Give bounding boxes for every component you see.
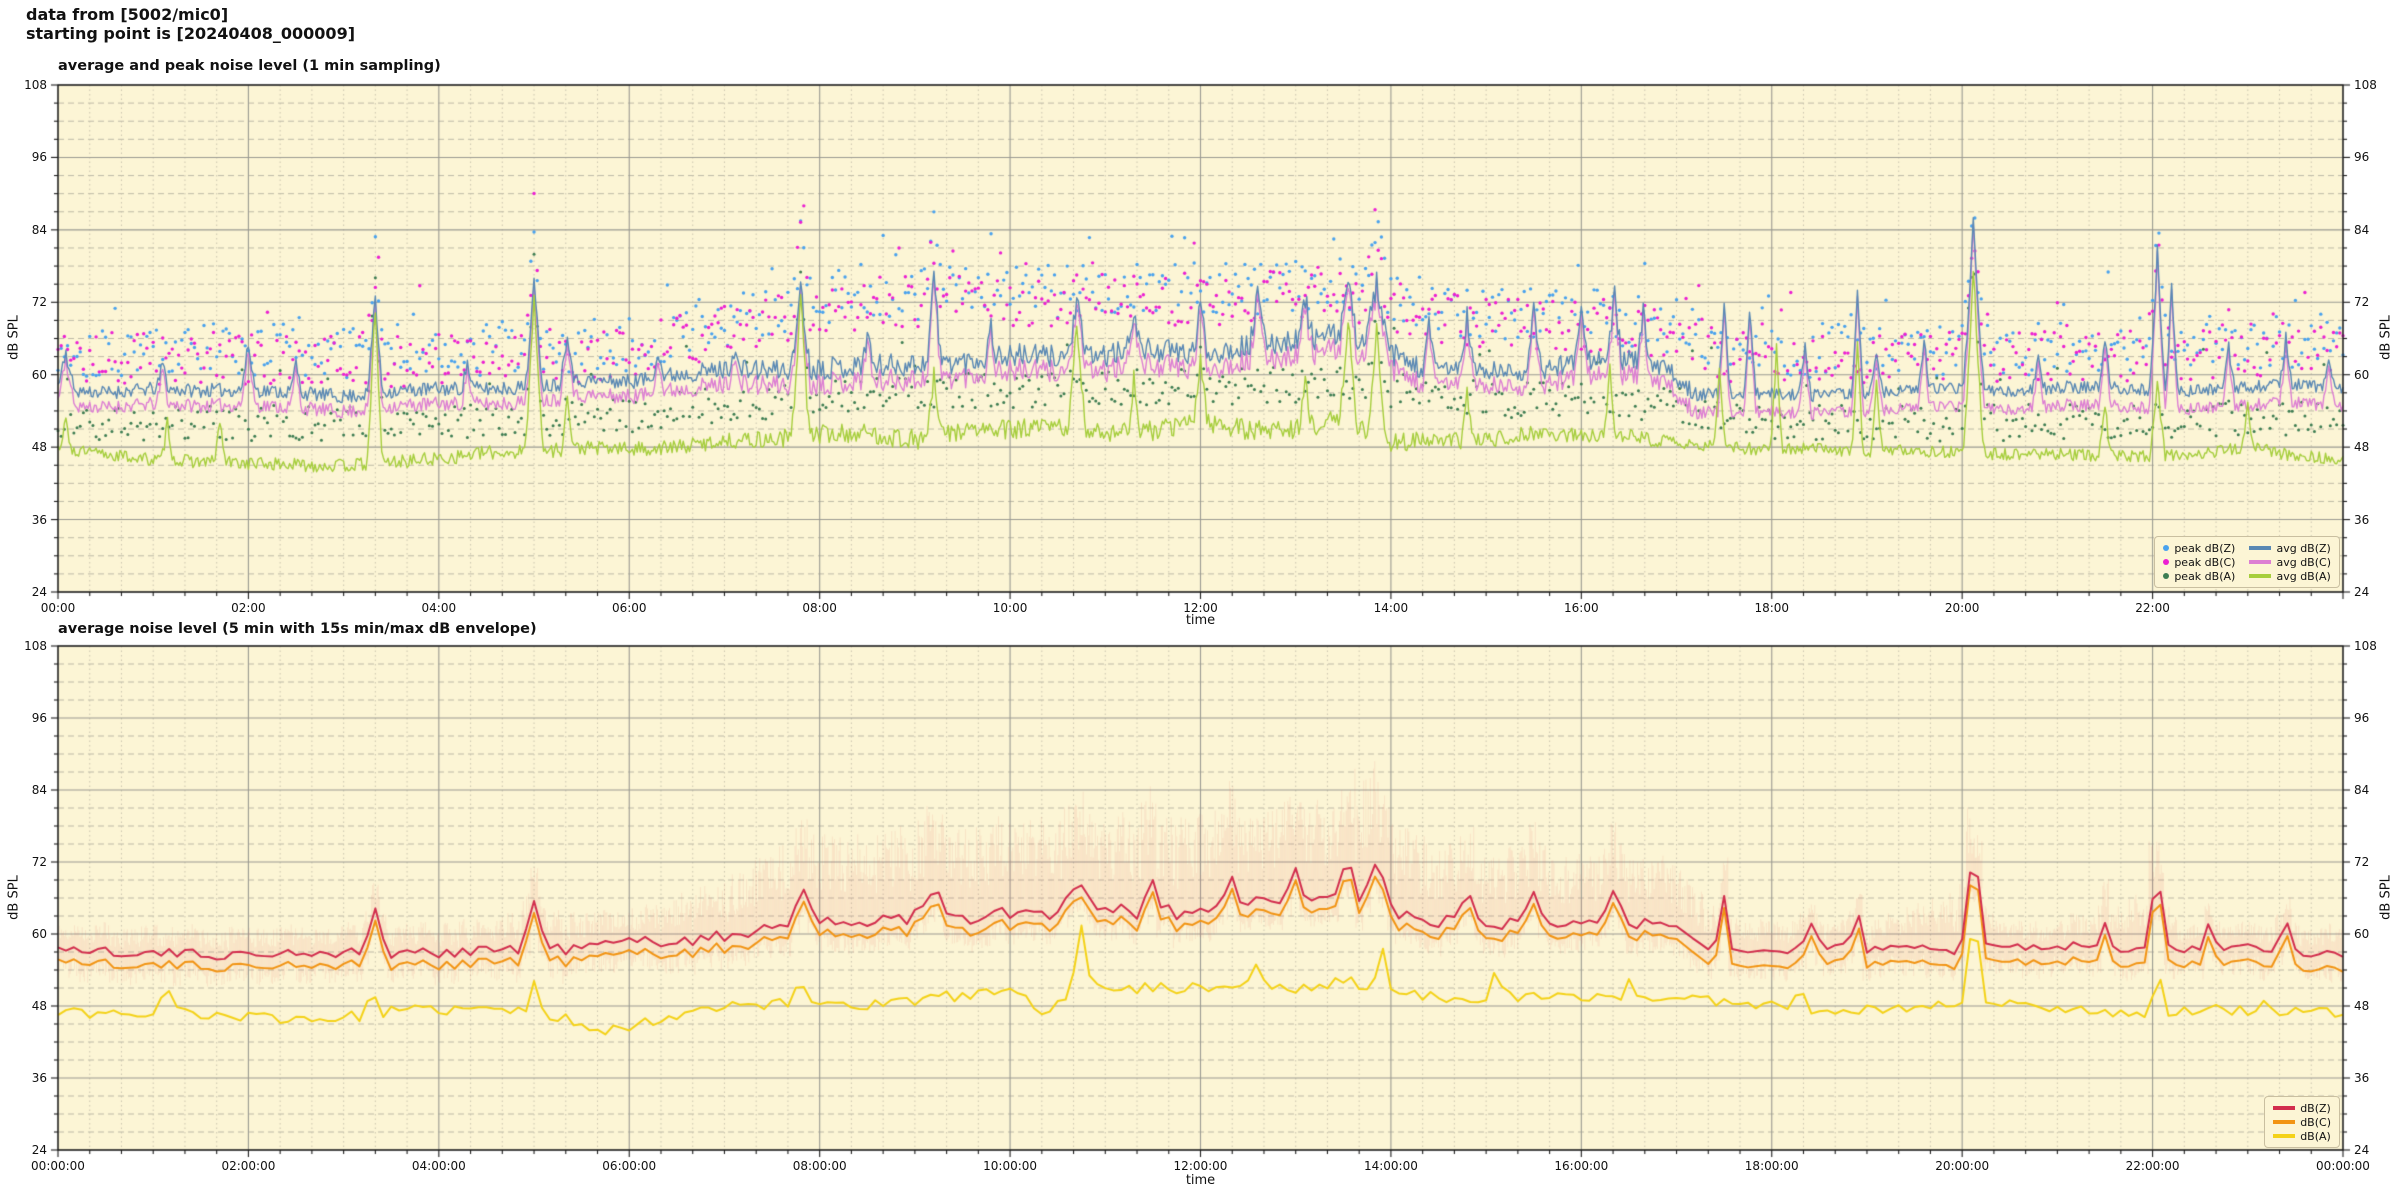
x-tick-label: 18:00:00: [1744, 1159, 1799, 1173]
chart1-x-axis-label: time: [1185, 613, 1216, 628]
y-tick-label-right: 108: [2354, 78, 2377, 92]
y-tick-label-left: 84: [31, 783, 47, 797]
y-tick-label-right: 84: [2354, 783, 2370, 797]
y-tick-label-right: 36: [2354, 1071, 2370, 1085]
x-tick-label: 22:00:00: [2125, 1159, 2180, 1173]
y-tick-label-left: 48: [31, 440, 47, 455]
y-tick-label-left: 96: [31, 711, 47, 725]
legend-label: dB(A): [2300, 1129, 2331, 1143]
legend-label: peak dB(Z): [2174, 541, 2236, 555]
legend-item: avg dB(A): [2249, 569, 2331, 583]
y-tick-label-left: 72: [31, 295, 47, 310]
x-tick-label: 10:00: [992, 601, 1028, 615]
legend-line-marker: [2273, 1120, 2296, 1124]
x-tick-label: 00:00: [40, 601, 76, 615]
y-tick-label-right: 96: [2354, 711, 2370, 725]
y-tick-label-right: 60: [2354, 367, 2370, 382]
y-tick-label-right: 108: [2354, 639, 2377, 653]
x-tick-label: 20:00:00: [1935, 1159, 1990, 1173]
x-tick-label: 10:00:00: [983, 1159, 1038, 1173]
y-tick-label-right: 36: [2354, 512, 2370, 527]
legend-label: avg dB(C): [2276, 555, 2331, 569]
y-tick-label-left: 36: [31, 1071, 47, 1085]
y-tick-label-right: 48: [2354, 440, 2370, 455]
legend-line-marker: [2249, 546, 2272, 550]
legend-line-marker: [2273, 1134, 2296, 1138]
legend-item: dB(C): [2273, 1115, 2331, 1129]
legend-label: avg dB(A): [2276, 569, 2331, 583]
legend-dot-marker: [2163, 573, 2170, 579]
x-tick-label: 16:00: [1564, 601, 1599, 615]
y-tick-label-left: 108: [24, 639, 47, 653]
chart2-title: average noise level (5 min with 15s min/…: [58, 621, 537, 637]
y-tick-label-right: 72: [2354, 855, 2370, 869]
x-tick-label: 14:00:00: [1363, 1159, 1418, 1173]
y-tick-label-left: 48: [31, 999, 47, 1013]
legend-item: peak dB(C): [2163, 555, 2235, 569]
y-tick-label-left: 96: [31, 150, 47, 165]
x-tick-label: 06:00: [611, 601, 647, 615]
legend-label: peak dB(C): [2174, 555, 2236, 569]
legend-line-marker: [2273, 1106, 2296, 1110]
chart1-y-axis-label-left: dB SPL: [6, 315, 22, 360]
legend-label: avg dB(Z): [2276, 541, 2331, 555]
y-tick-label-right: 24: [2354, 1143, 2370, 1157]
x-tick-label: 06:00:00: [602, 1159, 657, 1173]
x-tick-label: 04:00: [421, 601, 457, 615]
x-tick-label: 02:00:00: [221, 1159, 276, 1173]
chart1-y-axis-label-right: dB SPL: [2378, 315, 2394, 360]
x-tick-label: 00:00:00: [2316, 1159, 2370, 1173]
y-tick-label-left: 108: [24, 78, 47, 92]
y-tick-label-right: 60: [2354, 927, 2370, 941]
y-tick-label-right: 48: [2354, 999, 2370, 1013]
y-tick-label-left: 36: [31, 512, 47, 527]
y-tick-label-left: 84: [31, 222, 47, 237]
x-tick-label: 00:00:00: [31, 1159, 85, 1173]
chart1-legend: peak dB(Z) avg dB(Z) peak dB(C) avg dB(C) pe…: [2154, 536, 2340, 588]
legend-label: peak dB(A): [2174, 569, 2236, 583]
x-tick-label: 16:00:00: [1554, 1159, 1609, 1173]
x-tick-label: 22:00: [2135, 601, 2170, 615]
legend-line-marker: [2249, 574, 2272, 578]
legend-item: avg dB(C): [2249, 555, 2331, 569]
legend-dot-marker: [2163, 545, 2170, 551]
legend-label: dB(C): [2300, 1115, 2331, 1129]
legend-item: peak dB(Z): [2163, 541, 2235, 555]
chart2-x-axis-label: time: [1185, 1173, 1216, 1188]
legend-item: dB(Z): [2273, 1101, 2331, 1115]
x-tick-label: 08:00:00: [792, 1159, 847, 1173]
legend-item: peak dB(A): [2163, 569, 2235, 583]
x-tick-label: 12:00: [1183, 601, 1218, 615]
legend-item: dB(A): [2273, 1129, 2331, 1143]
x-tick-label: 08:00: [802, 601, 837, 615]
legend-item: avg dB(Z): [2249, 541, 2331, 555]
y-tick-label-left: 72: [31, 855, 47, 869]
chart1-title: average and peak noise level (1 min samp…: [58, 58, 441, 74]
y-tick-label-right: 72: [2354, 295, 2370, 310]
chart2-legend: dB(Z) dB(C) dB(A): [2264, 1096, 2340, 1148]
y-tick-label-right: 84: [2354, 222, 2370, 237]
legend-label: dB(Z): [2300, 1101, 2331, 1115]
x-tick-label: 20:00: [1944, 601, 1980, 615]
y-tick-label-left: 24: [31, 585, 47, 599]
y-tick-label-left: 24: [31, 1143, 47, 1157]
header-line-1: data from [5002/mic0]: [26, 5, 229, 24]
y-tick-label-right: 24: [2354, 585, 2370, 599]
legend-line-marker: [2249, 560, 2272, 564]
x-tick-label: 14:00: [1373, 601, 1409, 615]
x-tick-label: 02:00: [231, 601, 266, 615]
figure-header: data from [5002/mic0] starting point is […: [26, 5, 355, 43]
y-tick-label-right: 96: [2354, 150, 2370, 165]
chart2-y-axis-label-right: dB SPL: [2378, 875, 2394, 920]
x-tick-label: 04:00:00: [411, 1159, 466, 1173]
legend-dot-marker: [2163, 559, 2170, 565]
y-tick-label-left: 60: [31, 927, 47, 941]
chart2-y-axis-label-left: dB SPL: [6, 875, 22, 920]
header-line-2: starting point is [20240408_000009]: [26, 24, 356, 43]
x-tick-label: 12:00:00: [1173, 1159, 1228, 1173]
x-tick-label: 18:00: [1754, 601, 1790, 615]
y-tick-label-left: 60: [31, 367, 47, 382]
